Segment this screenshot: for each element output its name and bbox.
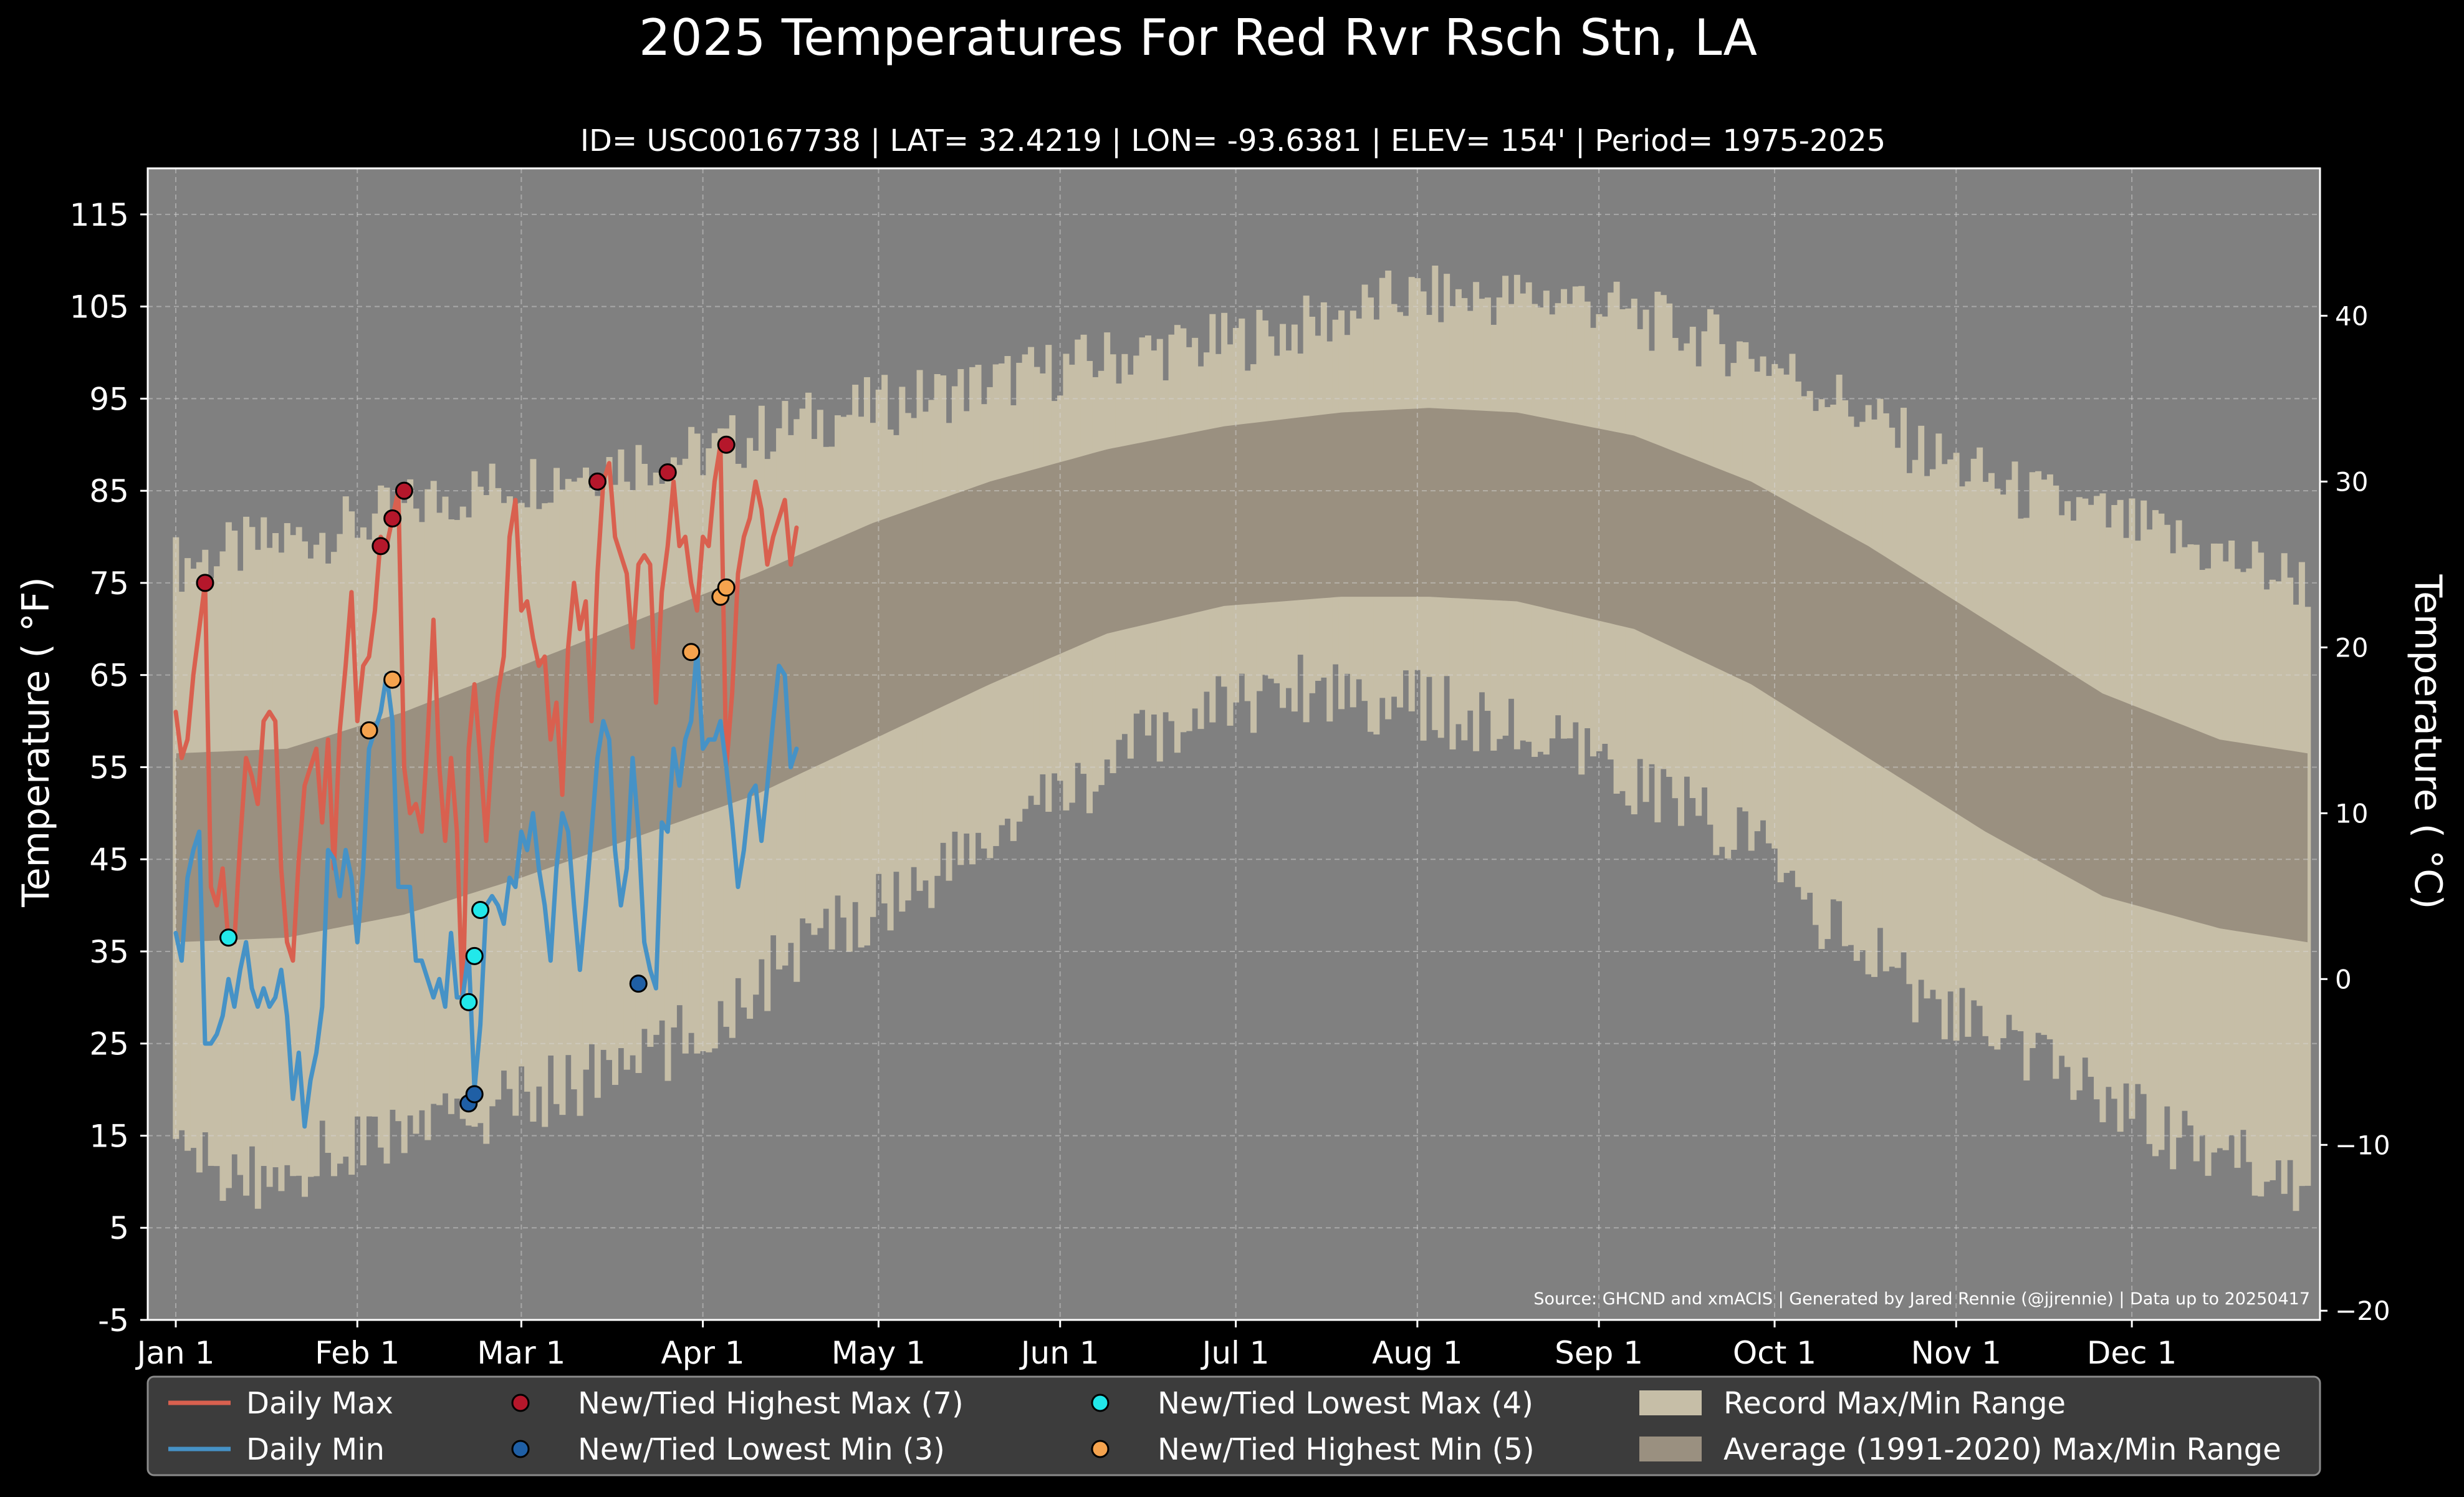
lowest-max-marker (219, 928, 238, 947)
highest-max-marker (717, 435, 736, 454)
highest-max-marker (196, 574, 214, 592)
legend-label: New/Tied Highest Max (7) (578, 1386, 964, 1421)
y-tick-label: 25 (89, 1026, 129, 1062)
highest-min-marker (682, 643, 701, 662)
y-tick-label: 55 (89, 749, 129, 786)
source-note: Source: GHCND and xmACIS | Generated by … (1533, 1289, 2310, 1309)
highest-max-marker (658, 463, 677, 482)
x-tick-label: Jan 1 (135, 1335, 215, 1371)
legend-box-swatch (1639, 1437, 1702, 1461)
y-tick-label: 35 (89, 934, 129, 970)
legend-box-swatch (1639, 1390, 1702, 1415)
y-right-tick-label: 30 (2335, 466, 2368, 497)
x-tick-label: Jun 1 (1019, 1335, 1100, 1371)
y-right-tick-label: −20 (2335, 1296, 2390, 1326)
legend-label: New/Tied Highest Min (5) (1158, 1432, 1535, 1467)
plot-border (146, 167, 2321, 1321)
y-right-tick-label: 20 (2335, 632, 2368, 663)
x-tick-label: Mar 1 (477, 1335, 565, 1371)
y-right-tick-label: 40 (2335, 301, 2368, 331)
x-tick-label: Apr 1 (661, 1335, 744, 1371)
y-axis-label: Temperature ( °F) (14, 577, 58, 908)
lowest-min-marker (629, 975, 648, 993)
highest-max-marker (383, 509, 402, 527)
legend-label: Average (1991-2020) Max/Min Range (1723, 1432, 2281, 1467)
x-tick-label: Nov 1 (1911, 1335, 2001, 1371)
y-right-tick-label: 10 (2335, 798, 2368, 829)
y-tick-label: 95 (89, 381, 129, 417)
y-tick-label: 5 (109, 1210, 129, 1246)
y-tick-label: 85 (89, 473, 129, 509)
highest-max-marker (588, 472, 606, 491)
plot-frame (146, 167, 2321, 1321)
y-tick-label: 105 (70, 289, 129, 325)
highest-min-marker (383, 670, 402, 689)
legend-label: Daily Max (246, 1386, 393, 1421)
x-axis: Jan 1 Feb 1 Mar 1 Apr 1 May 1 Jun 1 Jul 1 Aug 1… (135, 1320, 2177, 1371)
highest-min-marker (360, 721, 378, 739)
legend-dot-swatch (1091, 1440, 1110, 1458)
legend-label: Daily Min (246, 1432, 385, 1467)
normal-range-band (176, 408, 2308, 943)
x-tick-label: Jul 1 (1201, 1335, 1270, 1371)
normal-range-area (176, 408, 2308, 943)
y-right-tick-label: 0 (2335, 964, 2352, 994)
x-tick-label: Sep 1 (1555, 1335, 1643, 1371)
y-axis-right-label: Temperature ( °C) (2406, 574, 2450, 910)
daily-max-line (173, 442, 799, 1009)
legend: Daily Max Daily Min New/Tied Highest Max (… (146, 1375, 2321, 1476)
legend-label: New/Tied Lowest Max (4) (1158, 1386, 1533, 1421)
y-tick-label: 45 (89, 842, 129, 878)
y-axis-left: -5 5 15 25 35 45 55 65 75 85 95 105 115 (70, 197, 148, 1339)
record-markers (196, 435, 736, 1113)
chart-title: 2025 Temperatures For Red Rvr Rsch Stn, … (639, 9, 1757, 67)
legend-box (146, 1375, 2321, 1476)
x-tick-label: Dec 1 (2087, 1335, 2177, 1371)
highest-max-marker (372, 537, 390, 556)
legend-label: New/Tied Lowest Min (3) (578, 1432, 945, 1467)
record-range-bar (2304, 607, 2311, 1186)
y-tick-label: 115 (70, 197, 129, 233)
lowest-max-marker (471, 900, 490, 919)
legend-dot-swatch (511, 1440, 530, 1458)
y-right-tick-label: −10 (2335, 1130, 2390, 1160)
legend-dot-swatch (511, 1394, 530, 1412)
x-tick-label: Feb 1 (315, 1335, 400, 1371)
y-tick-label: 75 (89, 566, 129, 602)
lowest-max-marker (465, 946, 484, 965)
lowest-min-marker (465, 1085, 484, 1104)
x-tick-label: Oct 1 (1733, 1335, 1816, 1371)
highest-max-marker (395, 481, 413, 500)
highest-min-marker (717, 578, 736, 597)
legend-label: Record Max/Min Range (1723, 1386, 2066, 1421)
lowest-max-marker (459, 993, 478, 1011)
chart-subtitle: ID= USC00167738 | LAT= 32.4219 | LON= -9… (580, 123, 1886, 158)
y-tick-label: 15 (89, 1118, 129, 1154)
x-tick-label: Aug 1 (1372, 1335, 1462, 1371)
y-tick-label: 65 (89, 658, 129, 694)
legend-dot-swatch (1091, 1394, 1110, 1412)
y-tick-label: -5 (98, 1302, 129, 1339)
y-axis-right: −20 −10 0 10 20 30 40 (2320, 301, 2390, 1326)
x-tick-label: May 1 (832, 1335, 926, 1371)
